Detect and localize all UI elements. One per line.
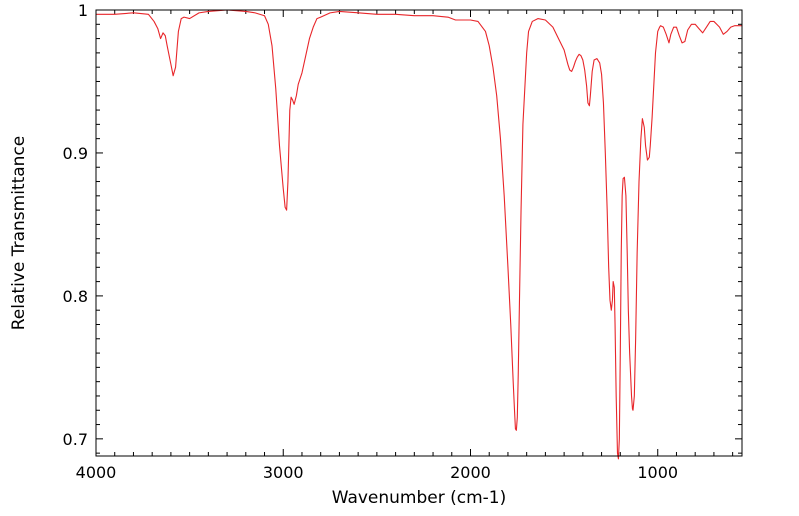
y-tick-label: 0.8 xyxy=(63,287,88,306)
y-tick-label: 0.7 xyxy=(63,430,88,449)
y-tick-label: 0.9 xyxy=(63,144,88,163)
y-tick-label: 1 xyxy=(78,1,88,20)
y-axis-title: Relative Transmittance xyxy=(9,136,29,331)
x-tick-label: 3000 xyxy=(263,463,304,482)
plot-frame xyxy=(95,9,743,457)
axis-tick-labels: 4000 3000 2000 1000 1 0.9 0.8 0.7 xyxy=(63,1,679,482)
x-tick-label: 2000 xyxy=(450,463,491,482)
x-tick-label: 1000 xyxy=(637,463,678,482)
spectrum-line xyxy=(96,9,742,460)
x-axis-title: Wavenumber (cm-1) xyxy=(332,488,507,508)
axis-ticks xyxy=(95,9,742,456)
x-tick-label: 4000 xyxy=(76,463,117,482)
